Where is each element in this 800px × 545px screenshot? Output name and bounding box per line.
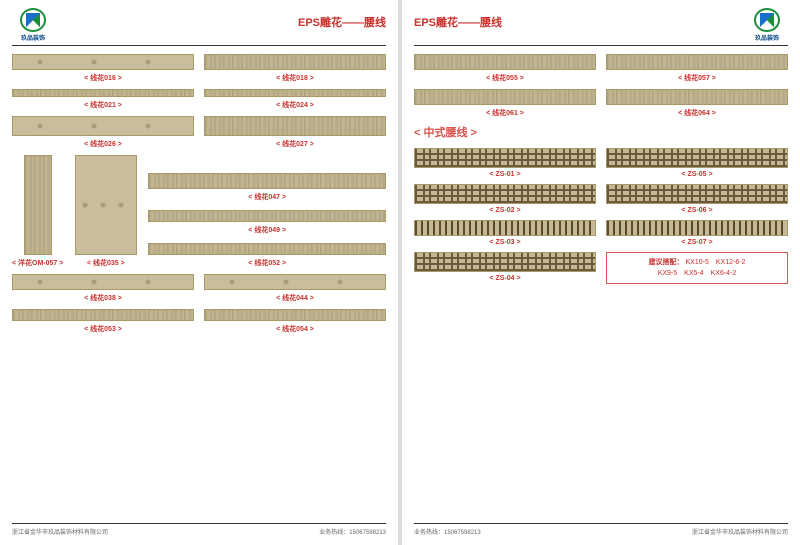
pattern-thumb <box>12 54 194 70</box>
rec-line: KX9-5 KX5-4 KX6-4-2 <box>658 270 737 277</box>
page-right: EPS雕花——腰线 玖品装饰 < 线花055 > < 线花057 > < 线花0… <box>402 0 800 545</box>
pattern-thumb <box>414 89 596 105</box>
pattern-thumb <box>204 274 386 290</box>
product-item: < 线花044 > <box>204 274 386 303</box>
footer-phone: 业务热线：15067598213 <box>414 527 481 539</box>
page-left: 玖品装饰 EPS雕花——腰线 < 线花016 > < 线花018 > < 线花0… <box>0 0 398 545</box>
header-left: 玖品装饰 EPS雕花——腰线 <box>12 8 386 46</box>
footer-company: 浙江省金华市玖品装饰材料有限公司 <box>692 527 788 539</box>
pattern-thumb <box>204 309 386 321</box>
pattern-thumb <box>606 220 788 236</box>
pattern-thumb <box>414 220 596 236</box>
pattern-thumb <box>75 155 137 255</box>
product-item: < 线花018 > <box>204 54 386 83</box>
pattern-thumb <box>12 274 194 290</box>
pattern-thumb <box>204 116 386 136</box>
product-item: < 线花021 > <box>12 89 194 110</box>
pattern-thumb <box>606 89 788 105</box>
product-item: < ZS-07 > <box>606 220 788 246</box>
pattern-thumb <box>606 54 788 70</box>
pattern-thumb <box>24 155 52 255</box>
product-item: < 线花057 > <box>606 54 788 83</box>
content-left: < 线花016 > < 线花018 > < 线花021 > < 线花024 > … <box>12 54 386 519</box>
product-item: < ZS-05 > <box>606 148 788 178</box>
pattern-thumb <box>414 252 596 272</box>
product-item: < 线花055 > <box>414 54 596 83</box>
product-item: < 线花064 > <box>606 89 788 118</box>
pattern-thumb <box>12 89 194 97</box>
rec-title: 建议搭配： <box>649 259 684 266</box>
product-item: < 线花027 > <box>204 116 386 149</box>
product-item: < ZS-04 > <box>414 252 596 284</box>
logo-icon <box>754 8 780 32</box>
rec-line: KX10-5 KX12-6-2 <box>686 259 746 266</box>
page-title-left: EPS雕花——腰线 <box>298 14 386 30</box>
content-right: < 线花055 > < 线花057 > < 线花061 > < 线花064 > … <box>414 54 788 519</box>
pattern-thumb <box>12 116 194 136</box>
footer-right: 业务热线：15067598213 浙江省金华市玖品装饰材料有限公司 <box>414 523 788 539</box>
pattern-thumb <box>204 54 386 70</box>
pattern-thumb <box>148 243 386 255</box>
footer-company: 浙江省金华市玖品装饰材料有限公司 <box>12 527 108 539</box>
footer-left: 浙江省金华市玖品装饰材料有限公司 业务热线：15067598213 <box>12 523 386 539</box>
product-item: < 洋花OM-057 > <box>12 155 63 268</box>
product-item: < ZS-02 > <box>414 184 596 214</box>
footer-phone: 业务热线：15067598213 <box>319 527 386 539</box>
pattern-thumb <box>606 148 788 168</box>
product-item: < 线花038 > <box>12 274 194 303</box>
brand-name: 玖品装饰 <box>755 33 779 42</box>
product-item: < 线花052 > <box>148 243 386 268</box>
product-item: < ZS-03 > <box>414 220 596 246</box>
product-item: < 线花061 > <box>414 89 596 118</box>
pattern-thumb <box>148 173 386 189</box>
product-item: < 线花049 > <box>148 210 386 235</box>
product-item: < 线花026 > <box>12 116 194 149</box>
pattern-thumb <box>204 89 386 97</box>
product-item: < 线花054 > <box>204 309 386 334</box>
header-right: EPS雕花——腰线 玖品装饰 <box>414 8 788 46</box>
pattern-thumb <box>414 148 596 168</box>
product-item: < 线花053 > <box>12 309 194 334</box>
pattern-thumb <box>148 210 386 222</box>
product-item: < ZS-01 > <box>414 148 596 178</box>
section-heading: < 中式腰线 > <box>414 124 788 140</box>
product-item: < 线花024 > <box>204 89 386 110</box>
pattern-thumb <box>414 184 596 204</box>
product-item: < ZS-06 > <box>606 184 788 214</box>
product-item: < 线花047 > <box>148 173 386 202</box>
pattern-thumb <box>12 309 194 321</box>
logo-left: 玖品装饰 <box>12 8 54 42</box>
recommendation-box: 建议搭配： KX10-5 KX12-6-2 KX9-5 KX5-4 KX6-4-… <box>606 252 788 284</box>
pattern-thumb <box>414 54 596 70</box>
logo-icon <box>20 8 46 32</box>
pattern-thumb <box>606 184 788 204</box>
logo-right: 玖品装饰 <box>746 8 788 42</box>
brand-name: 玖品装饰 <box>21 33 45 42</box>
page-title-right: EPS雕花——腰线 <box>414 14 502 30</box>
catalog-spread: 玖品装饰 EPS雕花——腰线 < 线花016 > < 线花018 > < 线花0… <box>0 0 800 545</box>
product-item: < 线花035 > <box>73 155 138 268</box>
product-item: < 线花016 > <box>12 54 194 83</box>
